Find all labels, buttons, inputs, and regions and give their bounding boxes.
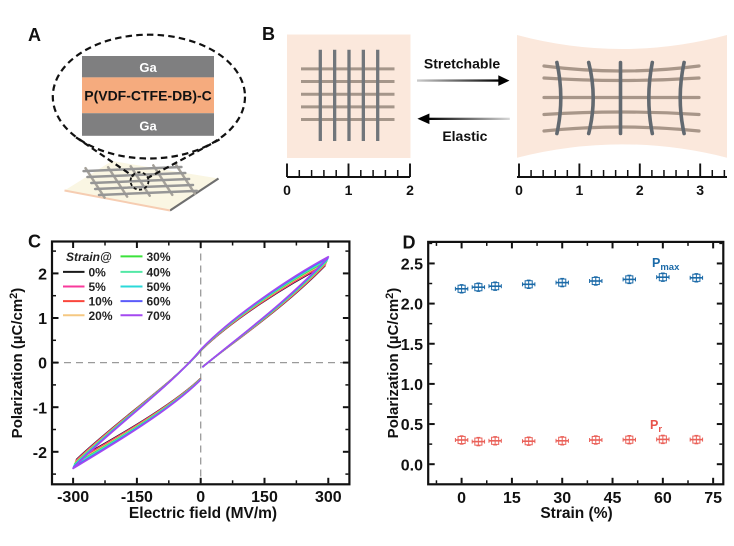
svg-text:-2: -2 <box>33 445 47 462</box>
svg-text:0%: 0% <box>89 265 107 279</box>
svg-text:20%: 20% <box>89 309 113 323</box>
svg-text:5%: 5% <box>89 280 107 294</box>
svg-text:2.5: 2.5 <box>401 257 423 274</box>
svg-text:Elastic: Elastic <box>442 128 487 144</box>
svg-text:10%: 10% <box>89 295 113 309</box>
svg-text:1: 1 <box>345 182 353 198</box>
svg-text:Ga: Ga <box>139 60 157 75</box>
svg-text:Strain (%): Strain (%) <box>540 505 612 522</box>
svg-text:A: A <box>28 25 41 45</box>
svg-text:45: 45 <box>604 490 622 507</box>
svg-text:1: 1 <box>38 311 47 328</box>
svg-text:1.5: 1.5 <box>401 337 423 354</box>
svg-text:2: 2 <box>38 267 47 284</box>
svg-text:-150: -150 <box>121 489 153 506</box>
svg-text:P(VDF-CTFE-DB)-C: P(VDF-CTFE-DB)-C <box>84 88 212 104</box>
svg-text:D: D <box>403 233 416 253</box>
svg-text:Strain@: Strain@ <box>66 250 112 264</box>
svg-text:Polarization (µC/cm2): Polarization (µC/cm2) <box>8 288 26 439</box>
svg-text:50%: 50% <box>147 280 171 294</box>
svg-text:-1: -1 <box>33 400 47 417</box>
svg-text:300: 300 <box>315 489 342 506</box>
svg-text:0: 0 <box>283 182 291 198</box>
svg-text:0: 0 <box>515 182 523 198</box>
svg-text:1: 1 <box>576 182 584 198</box>
svg-text:2: 2 <box>406 182 414 198</box>
svg-text:30: 30 <box>553 490 571 507</box>
svg-text:2.0: 2.0 <box>401 297 423 314</box>
svg-text:Electric field (MV/m): Electric field (MV/m) <box>129 505 277 522</box>
svg-text:Stretchable: Stretchable <box>424 55 500 71</box>
svg-text:0: 0 <box>457 490 466 507</box>
svg-text:70%: 70% <box>147 309 171 323</box>
svg-text:15: 15 <box>503 490 521 507</box>
svg-text:Ga: Ga <box>139 119 157 134</box>
svg-text:150: 150 <box>251 489 278 506</box>
svg-text:C: C <box>28 232 41 252</box>
svg-text:1.0: 1.0 <box>401 377 423 394</box>
svg-text:3: 3 <box>696 182 704 198</box>
svg-text:40%: 40% <box>147 265 171 279</box>
svg-text:30%: 30% <box>147 250 171 264</box>
svg-text:B: B <box>262 24 275 44</box>
svg-text:0: 0 <box>38 356 47 373</box>
svg-text:0.0: 0.0 <box>401 457 423 474</box>
svg-text:75: 75 <box>704 490 722 507</box>
svg-text:Polarization (µC/cm2): Polarization (µC/cm2) <box>384 288 402 439</box>
svg-text:60%: 60% <box>147 295 171 309</box>
svg-text:0: 0 <box>196 489 205 506</box>
svg-text:60: 60 <box>654 490 672 507</box>
svg-text:-300: -300 <box>57 489 89 506</box>
svg-text:0.5: 0.5 <box>401 417 423 434</box>
svg-text:2: 2 <box>636 182 644 198</box>
